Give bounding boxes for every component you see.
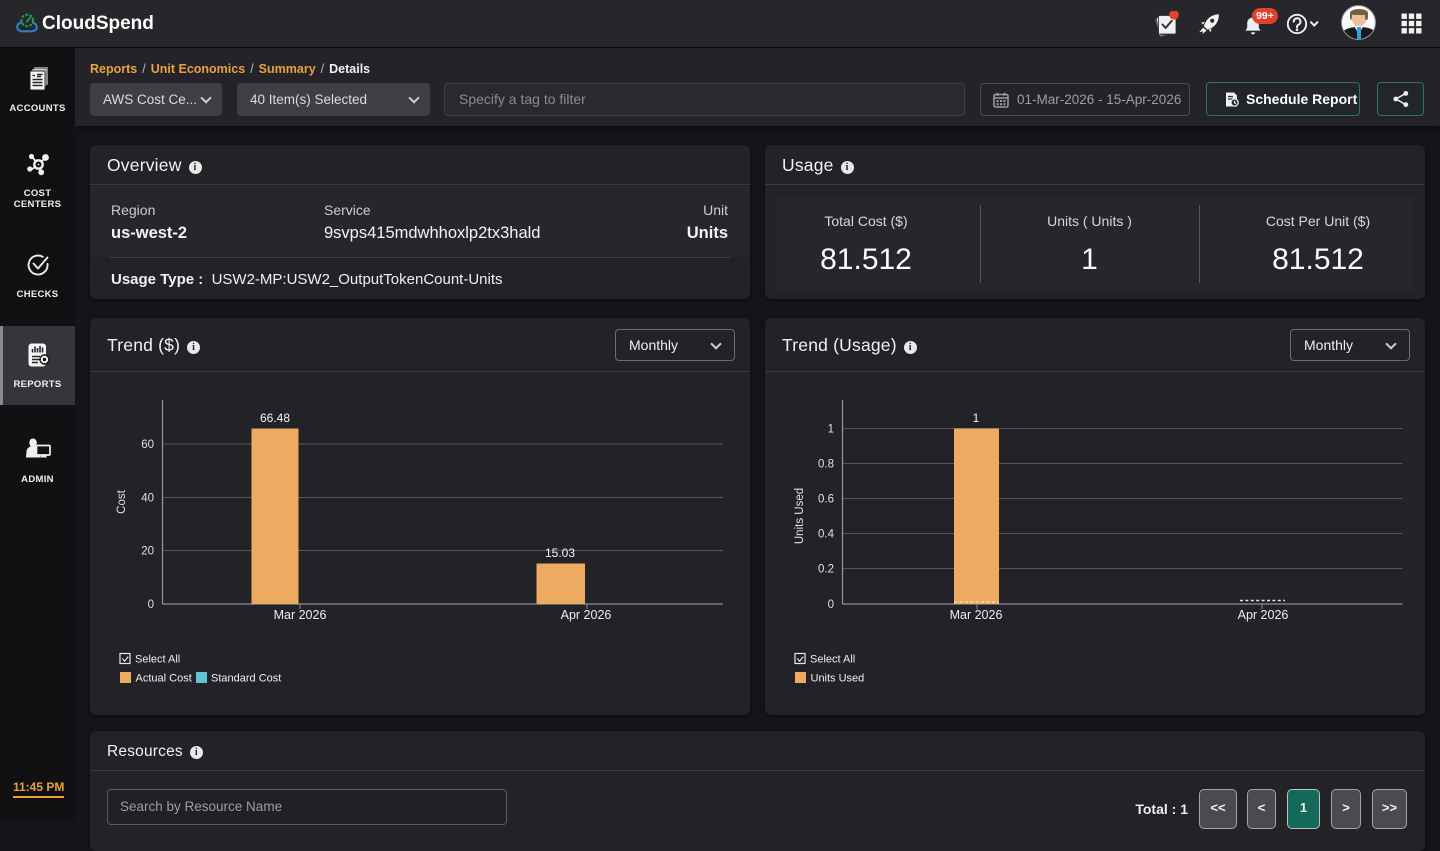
svg-text:Standard Cost: Standard Cost [211, 673, 281, 685]
svg-text:Apr 2026: Apr 2026 [1238, 608, 1289, 622]
svg-text:0: 0 [828, 599, 834, 611]
svg-text:Mar 2026: Mar 2026 [950, 608, 1003, 622]
svg-text:Actual Cost: Actual Cost [136, 673, 192, 685]
svg-text:Cost: Cost [116, 489, 128, 513]
svg-text:20: 20 [141, 546, 154, 558]
svg-text:0: 0 [148, 599, 154, 611]
svg-text:0.4: 0.4 [818, 529, 835, 541]
svg-text:66.48: 66.48 [260, 411, 290, 425]
svg-text:Apr 2026: Apr 2026 [561, 608, 612, 622]
svg-text:0.8: 0.8 [818, 459, 834, 471]
svg-text:15.03: 15.03 [545, 546, 575, 560]
svg-text:60: 60 [141, 439, 154, 451]
svg-text:Select All: Select All [810, 654, 855, 666]
svg-text:1: 1 [973, 411, 980, 425]
svg-text:Units Used: Units Used [794, 488, 806, 544]
svg-text:0.2: 0.2 [818, 564, 834, 576]
svg-text:Units Used: Units Used [811, 673, 865, 685]
svg-text:40: 40 [141, 493, 154, 505]
svg-text:Select All: Select All [135, 654, 180, 666]
svg-text:0.6: 0.6 [818, 494, 834, 506]
svg-text:1: 1 [828, 424, 834, 436]
svg-text:Mar 2026: Mar 2026 [274, 608, 327, 622]
